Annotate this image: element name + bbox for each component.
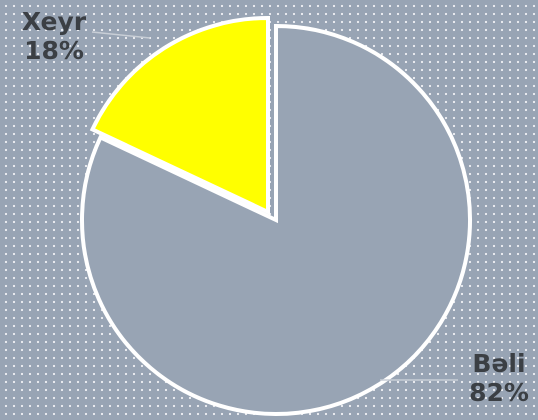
slice-value-label: 82% <box>469 378 529 407</box>
slice-label-beli: Bəli 82% <box>458 349 538 407</box>
pie-slice-xeyr <box>89 15 270 216</box>
slice-label-xeyr: Xeyr 18% <box>16 7 92 65</box>
leader-line-xeyr <box>91 31 151 39</box>
slice-value-label: 18% <box>24 36 84 65</box>
slice-category-label: Xeyr <box>21 7 87 36</box>
slice-category-label: Bəli <box>472 349 526 378</box>
pie-slice-beli <box>80 23 472 416</box>
